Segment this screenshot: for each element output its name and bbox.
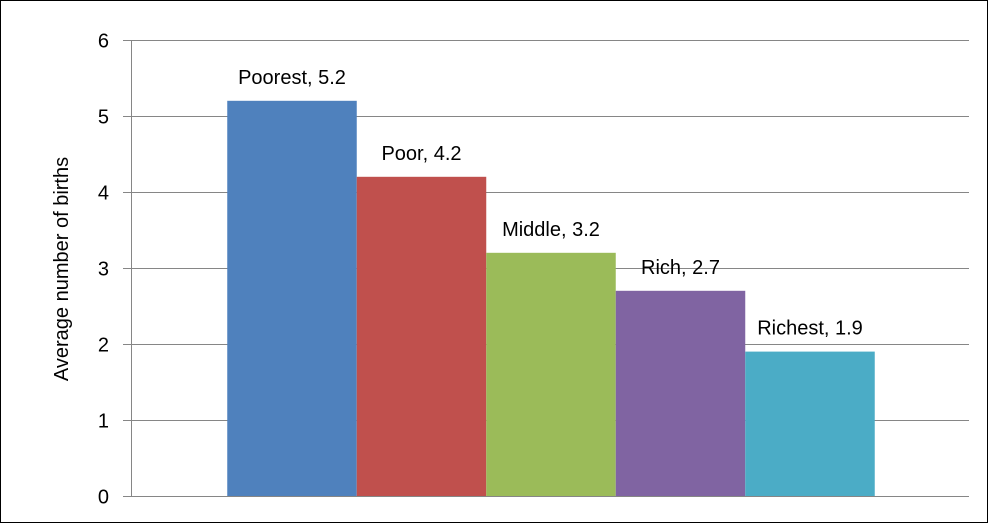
y-tick-label-1: 1	[98, 411, 109, 433]
bar-richest	[745, 351, 875, 496]
y-tick-label-3: 3	[98, 259, 109, 281]
bar-rich	[615, 290, 746, 496]
data-label-poorest: Poorest, 5.2	[238, 67, 346, 89]
bar-poorest	[227, 100, 357, 497]
y-tick-label-4: 4	[98, 183, 109, 205]
y-tick-label-2: 2	[98, 335, 109, 357]
y-tick-label-5: 5	[98, 107, 109, 129]
bar-middle	[486, 252, 616, 496]
y-tick-label-0: 0	[98, 487, 109, 509]
data-label-rich: Rich, 2.7	[641, 257, 720, 279]
bar-poor	[356, 176, 487, 497]
y-tick-labels: 0 1 2 3 4 5 6	[98, 31, 109, 509]
data-labels: Poorest, 5.2 Poor, 4.2 Middle, 3.2 Rich, 2.…	[238, 67, 863, 340]
y-tick-label-6: 6	[98, 31, 109, 53]
data-label-poor: Poor, 4.2	[381, 143, 461, 165]
bars	[227, 100, 875, 497]
data-label-richest: Richest, 1.9	[757, 318, 863, 340]
y-axis-title: Average number of births	[51, 157, 73, 381]
data-label-middle: Middle, 3.2	[502, 219, 600, 241]
